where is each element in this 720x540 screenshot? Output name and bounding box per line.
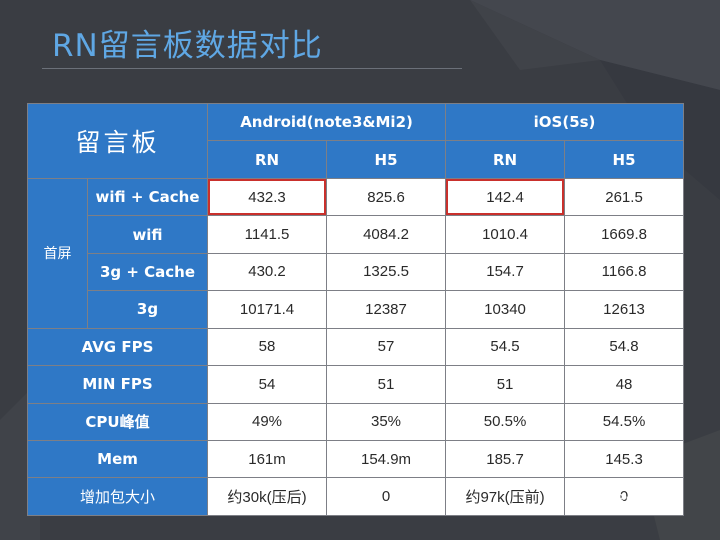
table-cell: 0 xyxy=(564,477,685,516)
row-label: 增加包大小 xyxy=(26,477,209,516)
table-cell: 145.3 xyxy=(564,439,685,479)
table-cell: 185.7 xyxy=(445,439,566,479)
table-cell: 1325.5 xyxy=(326,252,447,292)
table-cell: 57 xyxy=(326,327,447,367)
table-cell: 58 xyxy=(207,327,328,367)
header-row: 留言板 Android(note3&Mi2) iOS(5s) xyxy=(26,102,685,179)
table-cell: 12613 xyxy=(564,290,685,329)
row-label: 3g + Cache xyxy=(86,252,209,292)
table-row: 3g 10171.4 12387 10340 12613 xyxy=(28,290,685,329)
table-row: 3g + Cache 430.2 1325.5 154.7 1166.8 xyxy=(28,252,685,292)
platform-header-ios: iOS(5s) xyxy=(445,102,685,142)
table-cell: 54.5 xyxy=(445,327,566,367)
table-cell: 50.5% xyxy=(445,402,566,441)
row-label: 3g xyxy=(86,290,209,329)
platform-header-android: Android(note3&Mi2) xyxy=(207,102,447,142)
row-label: wifi xyxy=(86,215,209,254)
subheader-row: RN H5 RN H5 xyxy=(28,140,685,179)
subheader-android-h5: H5 xyxy=(326,140,447,179)
table-row: wifi 1141.5 4084.2 1010.4 1669.8 xyxy=(28,215,685,254)
comparison-table: 留言板 Android(note3&Mi2) iOS(5s) RN H5 RN … xyxy=(26,102,685,516)
row-label: AVG FPS xyxy=(26,327,209,367)
table-cell: 51 xyxy=(445,365,566,404)
table-row: Mem 161m 154.9m 185.7 145.3 xyxy=(26,439,685,479)
subheader-ios-h5: H5 xyxy=(564,140,685,179)
table-cell: 0 xyxy=(326,477,447,516)
table-cell: 261.5 xyxy=(564,177,685,217)
table-cell: 1166.8 xyxy=(564,252,685,292)
table-cell: 约30k(压后) xyxy=(207,477,328,516)
title-divider xyxy=(42,68,462,69)
wechat-icon: ●○ xyxy=(552,494,577,510)
table-row: 增加包大小 约30k(压后) 0 约97k(压前) 0 xyxy=(26,477,685,516)
table-cell: 10340 xyxy=(445,290,566,329)
row-label: Mem xyxy=(26,439,209,479)
table-cell: 49% xyxy=(207,402,328,441)
table-cell: 142.4 xyxy=(445,177,566,217)
table-cell: 1141.5 xyxy=(207,215,328,254)
table-row: CPU峰值 49% 35% 50.5% 54.5% xyxy=(26,402,685,441)
table-cell: 12387 xyxy=(326,290,447,329)
table-cell: 154.9m xyxy=(326,439,447,479)
table-cell: 35% xyxy=(326,402,447,441)
table-cell: 约97k(压前) xyxy=(445,477,566,516)
table-row: 首屏 wifi + Cache 432.3 825.6 142.4 261.5 xyxy=(27,177,685,329)
row-label: wifi + Cache xyxy=(86,177,209,217)
row-label: MIN FPS xyxy=(26,365,209,404)
table-cell: 54.5% xyxy=(564,402,685,441)
table-row: AVG FPS 58 57 54.5 54.8 xyxy=(26,327,685,367)
slide-title: RN留言板数据对比 xyxy=(52,28,323,64)
table-cell: 1010.4 xyxy=(445,215,566,254)
table-row: MIN FPS 54 51 51 48 xyxy=(26,365,685,404)
subheader-ios-rn: RN xyxy=(445,140,566,179)
table-cell: 1669.8 xyxy=(564,215,685,254)
group-header-first-screen: 首屏 xyxy=(27,177,88,329)
table-cell: 825.6 xyxy=(326,177,447,217)
watermark-text: 腾讯Bugly xyxy=(579,491,662,511)
table-cell: 154.7 xyxy=(445,252,566,292)
subheader-android-rn: RN xyxy=(207,140,328,179)
row-label: CPU峰值 xyxy=(26,402,209,441)
table-cell: 54.8 xyxy=(564,327,685,367)
table-cell: 54 xyxy=(207,365,328,404)
table-cell: 4084.2 xyxy=(326,215,447,254)
table-cell: 51 xyxy=(326,365,447,404)
watermark: ●○ 腾讯Bugly xyxy=(552,486,661,511)
table-cell: 161m xyxy=(207,439,328,479)
table-cell: 10171.4 xyxy=(207,290,328,329)
table-cell: 432.3 xyxy=(207,177,328,217)
table-cell: 48 xyxy=(564,365,685,404)
table-cell: 430.2 xyxy=(207,252,328,292)
corner-header: 留言板 xyxy=(26,103,209,179)
